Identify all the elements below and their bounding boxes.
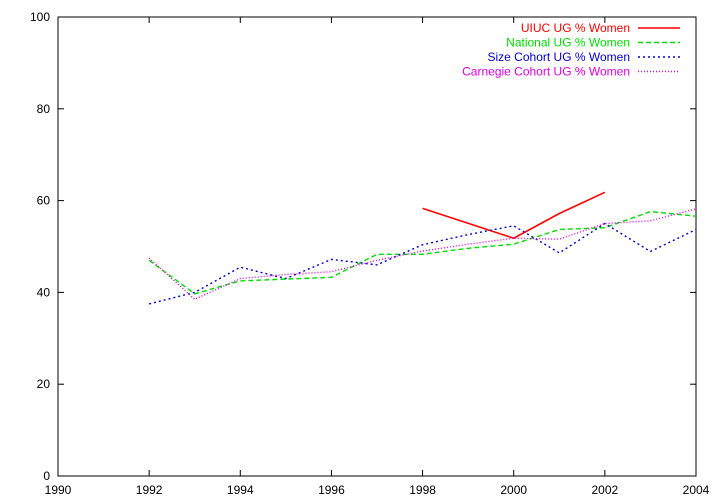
plot-frame bbox=[57, 16, 697, 477]
series-line-2 bbox=[148, 210, 697, 295]
x-tick-label: 1998 bbox=[409, 483, 436, 497]
y-tick-label: 80 bbox=[37, 102, 51, 116]
series-line-3 bbox=[148, 222, 697, 305]
series-lines bbox=[148, 191, 697, 305]
y-tick-label: 20 bbox=[37, 377, 51, 391]
legend-label-3: Size Cohort UG % Women bbox=[488, 50, 631, 64]
legend-label-2: National UG % Women bbox=[506, 36, 630, 50]
x-tick-label: 1990 bbox=[45, 483, 72, 497]
x-tick-label: 2000 bbox=[500, 483, 527, 497]
x-tick-label: 1992 bbox=[136, 483, 163, 497]
y-tick-label: 100 bbox=[30, 10, 50, 24]
x-tick-label: 2004 bbox=[683, 483, 710, 497]
series-line-1 bbox=[422, 191, 606, 240]
x-tick-label: 1996 bbox=[318, 483, 345, 497]
y-tick-label: 40 bbox=[37, 285, 51, 299]
legend-label-1: UIUC UG % Women bbox=[521, 21, 630, 35]
axis-ticks: 1990 1992 1994 1996 1998 2000 2002 2004 0 20 40 60 8… bbox=[30, 10, 710, 497]
x-tick-label: 1994 bbox=[227, 483, 254, 497]
y-tick-label: 60 bbox=[37, 194, 51, 208]
legend-label-4: Carnegie Cohort UG % Women bbox=[462, 65, 630, 79]
y-tick-label: 0 bbox=[43, 469, 50, 483]
series-line-4 bbox=[148, 208, 697, 301]
x-tick-label: 2002 bbox=[592, 483, 619, 497]
